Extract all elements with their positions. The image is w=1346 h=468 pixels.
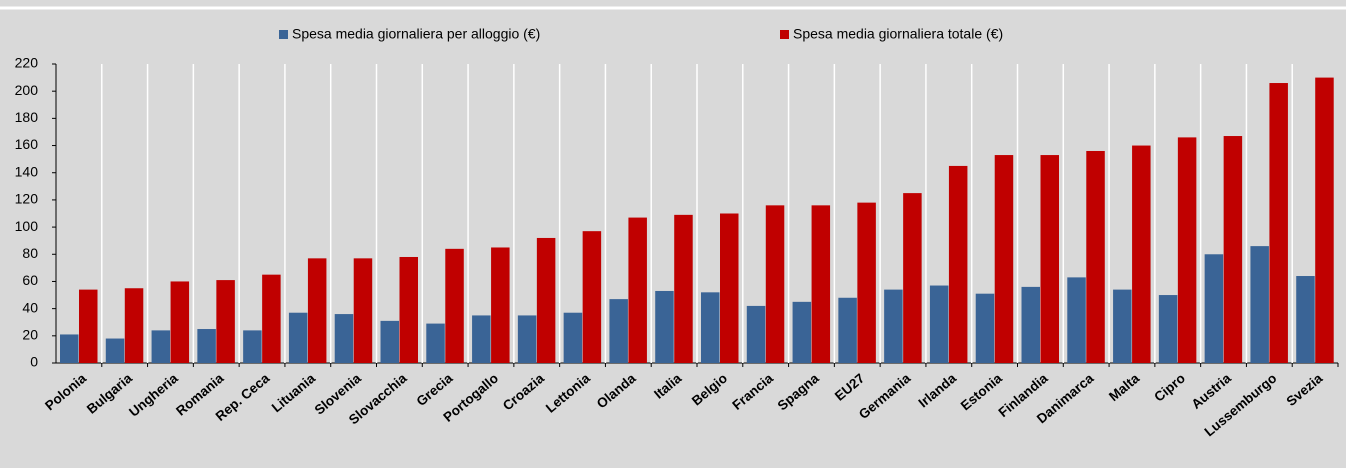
bar — [701, 292, 720, 363]
bar — [1177, 137, 1197, 363]
bar — [582, 231, 602, 363]
bar — [1086, 150, 1105, 363]
bar — [536, 237, 556, 363]
bar — [1223, 136, 1243, 363]
y-tick-label: 220 — [15, 55, 39, 71]
y-tick-label: 200 — [15, 82, 39, 98]
bar — [288, 312, 308, 363]
y-tick-label: 160 — [15, 136, 39, 152]
x-tick-label: Malta — [1106, 370, 1142, 404]
x-tick-label: Francia — [729, 370, 776, 413]
bar — [472, 315, 491, 363]
bar — [1113, 289, 1132, 363]
x-tick-label: Lettonia — [543, 370, 593, 416]
bar — [1158, 295, 1178, 363]
legend-label: Spesa media giornaliera per alloggio (€) — [292, 26, 540, 42]
x-tick-label: Ungheria — [126, 370, 181, 419]
bar — [197, 329, 216, 363]
bar — [903, 193, 922, 363]
bar — [262, 274, 281, 363]
bar — [792, 301, 812, 363]
x-tick-label: Svezia — [1283, 370, 1325, 409]
bar — [655, 290, 674, 363]
y-tick-label: 80 — [22, 245, 38, 261]
bar — [857, 202, 876, 363]
bar — [948, 165, 968, 363]
bar — [445, 248, 464, 363]
bar — [124, 288, 144, 363]
bar — [307, 258, 327, 363]
y-tick-label: 140 — [15, 163, 39, 179]
bar — [517, 315, 537, 363]
x-tick-label: Irlanda — [915, 370, 959, 410]
legend-swatch — [780, 30, 789, 39]
bar — [765, 205, 785, 363]
bar — [975, 293, 995, 363]
bar — [811, 205, 831, 363]
bar — [628, 217, 647, 363]
bar — [79, 289, 98, 363]
bar — [1269, 83, 1288, 363]
bar — [1296, 276, 1315, 363]
x-tick-label: Germania — [856, 370, 914, 422]
bar — [491, 247, 510, 363]
y-tick-label: 180 — [15, 109, 39, 125]
bar — [380, 320, 399, 363]
bar — [1132, 145, 1151, 363]
bar — [1315, 77, 1334, 363]
bar — [105, 338, 125, 363]
bar — [609, 299, 628, 363]
bar — [151, 330, 171, 363]
x-tick-label: Italia — [651, 370, 685, 402]
y-tick-label: 60 — [22, 272, 38, 288]
x-tick-label: Belgio — [689, 371, 730, 409]
x-tick-label: Lituania — [269, 370, 319, 415]
legend-swatch — [279, 30, 288, 39]
bar — [1250, 246, 1269, 363]
x-tick-label: Croazia — [500, 370, 547, 413]
bar — [170, 281, 190, 363]
bar — [884, 289, 903, 363]
x-tick-label: Polonia — [42, 370, 89, 413]
bar — [563, 312, 583, 363]
bar — [838, 297, 857, 363]
bar — [1021, 286, 1040, 363]
bar — [1204, 254, 1224, 363]
bar — [746, 305, 766, 363]
bar — [720, 213, 739, 363]
bar — [1040, 155, 1059, 363]
bar — [1067, 277, 1086, 363]
x-tick-label: Olanda — [594, 370, 639, 411]
bar — [674, 214, 693, 363]
x-tick-label: Spagna — [775, 370, 822, 413]
x-tick-label: Cipro — [1151, 371, 1188, 405]
bar — [353, 258, 373, 363]
y-tick-label: 20 — [22, 327, 38, 343]
bar — [60, 334, 79, 363]
legend-label: Spesa media giornaliera totale (€) — [793, 26, 1003, 42]
bar — [994, 155, 1014, 363]
bar — [334, 314, 354, 363]
y-tick-label: 100 — [15, 218, 39, 234]
bar — [426, 323, 445, 363]
bar — [216, 280, 235, 363]
bar — [399, 256, 418, 363]
y-tick-label: 120 — [15, 191, 39, 207]
x-tick-label: Grecia — [414, 370, 456, 409]
bar — [929, 285, 949, 363]
bar — [243, 330, 262, 363]
y-tick-label: 40 — [22, 299, 38, 315]
y-tick-label: 0 — [30, 354, 38, 370]
x-tick-label: EU27 — [832, 371, 868, 404]
